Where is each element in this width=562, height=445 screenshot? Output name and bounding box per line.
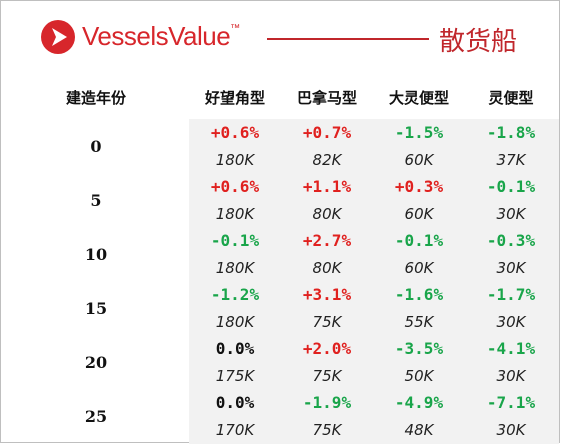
column-header-build-age: 建造年份 (65, 89, 126, 107)
column-header-handysize: 灵便型 (488, 89, 534, 107)
value-change-cell: 0.0% (215, 393, 255, 412)
vessel-value-cell: 80K (312, 259, 342, 277)
value-change-cell: -0.1% (210, 231, 260, 250)
vessel-value-cell: 30K (496, 313, 526, 331)
value-change-cell: +0.7% (302, 123, 352, 142)
value-change-cell: +2.7% (302, 231, 352, 250)
column-header-panamax: 巴拿马型 (296, 89, 357, 107)
value-change-cell: +3.1% (302, 285, 352, 304)
value-change-cell: -0.1% (394, 231, 444, 250)
value-change-cell: +0.3% (394, 177, 444, 196)
vessel-value-cell: 82K (312, 151, 342, 169)
vessel-value-cell: 30K (496, 205, 526, 223)
vessel-value-cell: 60K (404, 151, 434, 169)
vessel-value-cell: 180K (215, 151, 255, 169)
build-age-cell: 0 (90, 137, 102, 156)
vessel-value-cell: 75K (312, 313, 342, 331)
vesselsvalue-logo-icon (41, 20, 75, 54)
vessel-value-cell: 75K (312, 421, 342, 439)
value-change-cell: +0.6% (210, 123, 260, 142)
value-change-cell: -1.6% (394, 285, 444, 304)
vessel-value-cell: 60K (404, 259, 434, 277)
build-age-cell: 10 (84, 245, 108, 264)
vessel-value-cell: 180K (215, 313, 255, 331)
vessel-value-cell: 60K (404, 205, 434, 223)
value-change-cell: -7.1% (486, 393, 536, 412)
value-change-cell: +1.1% (302, 177, 352, 196)
vessel-value-cell: 48K (404, 421, 434, 439)
vessel-value-cell: 180K (215, 259, 255, 277)
value-change-cell: -4.1% (486, 339, 536, 358)
column-header-capesize: 好望角型 (204, 89, 265, 107)
vessel-value-cell: 170K (215, 421, 255, 439)
vessel-value-cell: 175K (215, 367, 255, 385)
vessel-value-cell: 50K (404, 367, 434, 385)
brand-name: VesselsValue™ (82, 21, 240, 51)
column-header-supramax: 大灵便型 (388, 89, 449, 107)
value-change-cell: +0.6% (210, 177, 260, 196)
vessel-value-cell: 37K (496, 151, 526, 169)
header-rule (267, 38, 429, 40)
build-age-cell: 25 (84, 407, 108, 426)
vessel-value-cell: 55K (404, 313, 434, 331)
vessel-value-cell: 180K (215, 205, 255, 223)
ship-type-title: 散货船 (439, 27, 518, 57)
vessel-value-cell: 75K (312, 367, 342, 385)
value-change-cell: 0.0% (215, 339, 255, 358)
table-body-background (189, 119, 559, 444)
vessel-value-cell: 30K (496, 259, 526, 277)
value-change-cell: -1.5% (394, 123, 444, 142)
value-change-cell: -1.7% (486, 285, 536, 304)
build-age-cell: 5 (90, 191, 102, 210)
vessel-value-cell: 30K (496, 367, 526, 385)
value-change-cell: -1.2% (210, 285, 260, 304)
value-change-cell: -1.8% (486, 123, 536, 142)
vessel-value-cell: 30K (496, 421, 526, 439)
value-change-cell: -1.9% (302, 393, 352, 412)
value-change-cell: -3.5% (394, 339, 444, 358)
value-change-cell: -0.1% (486, 177, 536, 196)
value-change-cell: -0.3% (486, 231, 536, 250)
value-change-cell: +2.0% (302, 339, 352, 358)
value-change-cell: -4.9% (394, 393, 444, 412)
vessel-value-cell: 80K (312, 205, 342, 223)
build-age-cell: 20 (84, 353, 108, 372)
build-age-cell: 15 (84, 299, 108, 318)
